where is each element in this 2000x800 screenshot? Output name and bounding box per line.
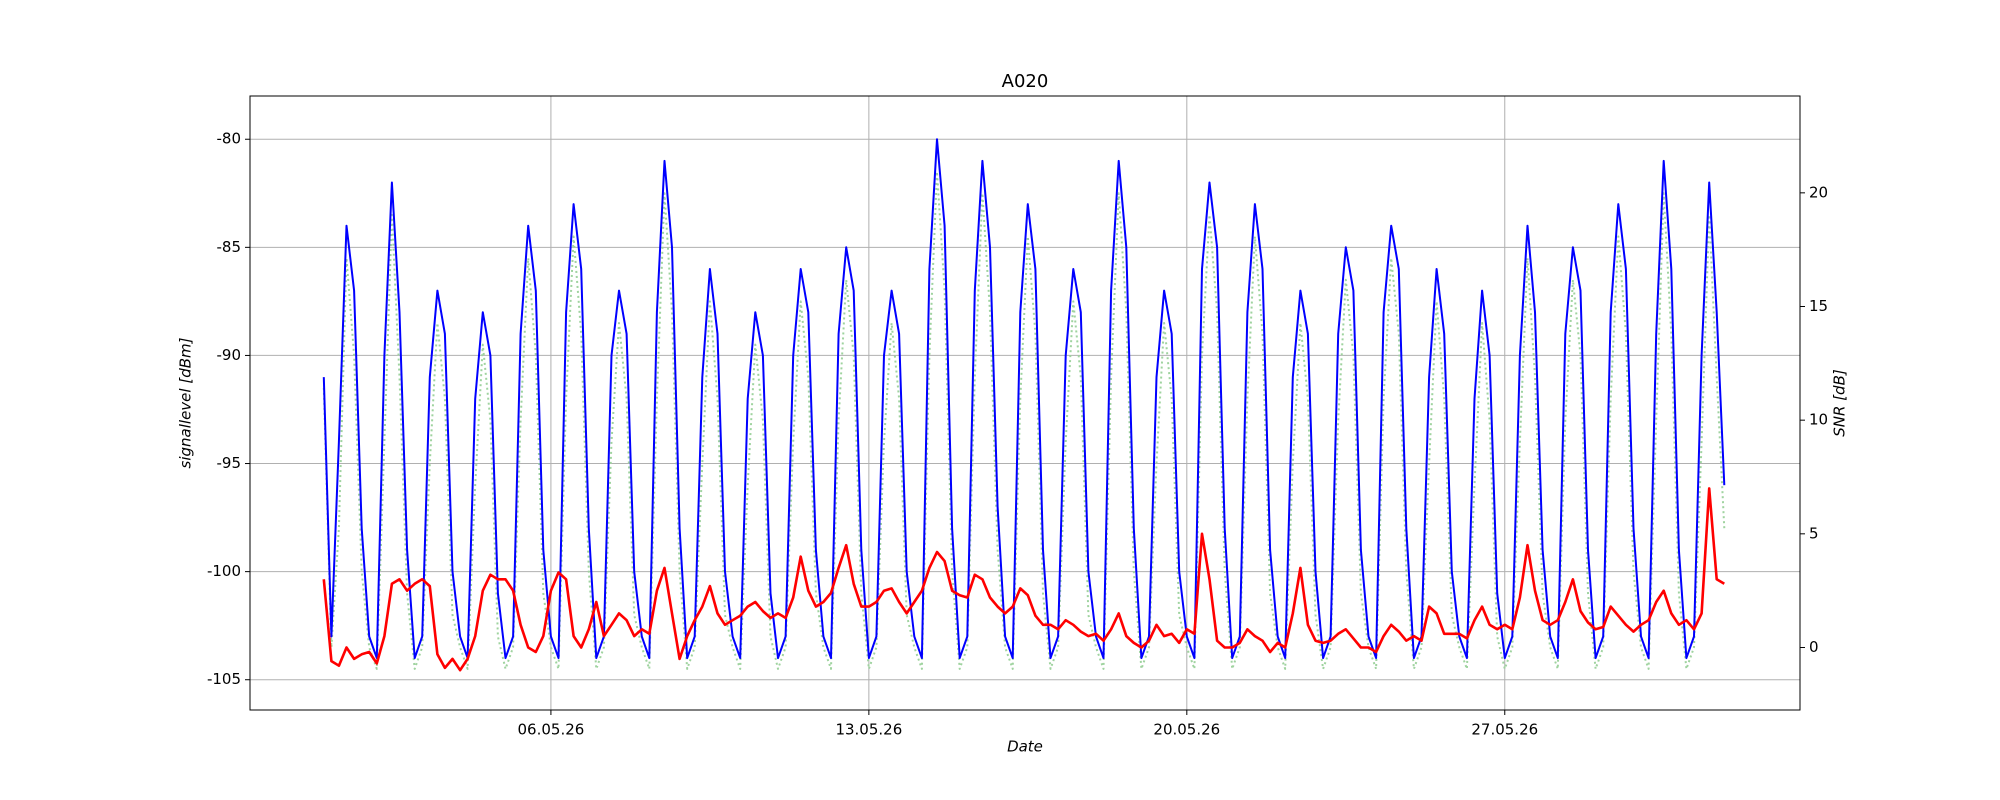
data-line (322, 487, 1725, 672)
y2-tick-label: 0 (1809, 638, 1819, 656)
chart-title: A020 (1002, 71, 1049, 92)
x-tick-label: 06.05.26 (518, 721, 585, 739)
x-axis-label: Date (1007, 738, 1043, 756)
y2-tick-label: 20 (1809, 183, 1828, 201)
data-line (322, 138, 1726, 660)
y-tick-label: -95 (217, 454, 242, 472)
y-tick-label: -80 (217, 130, 242, 148)
y-axis-label: signallevel [dBm] (177, 337, 195, 468)
y-tick-label: -100 (207, 562, 241, 580)
x-tick-label: 27.05.26 (1471, 721, 1538, 739)
x-tick-label: 20.05.26 (1153, 721, 1220, 739)
y-tick-label: -85 (217, 238, 242, 256)
y2-tick-label: 10 (1809, 411, 1828, 429)
y2-axis-label: SNR [dB] (1831, 369, 1849, 437)
y2-tick-label: 5 (1809, 524, 1819, 542)
y2-tick-label: 15 (1809, 297, 1828, 315)
y-tick-label: -105 (207, 670, 241, 688)
plot-frame (249, 95, 1801, 711)
x-tick-label: 13.05.26 (835, 721, 902, 739)
y-tick-label: -90 (217, 346, 242, 364)
